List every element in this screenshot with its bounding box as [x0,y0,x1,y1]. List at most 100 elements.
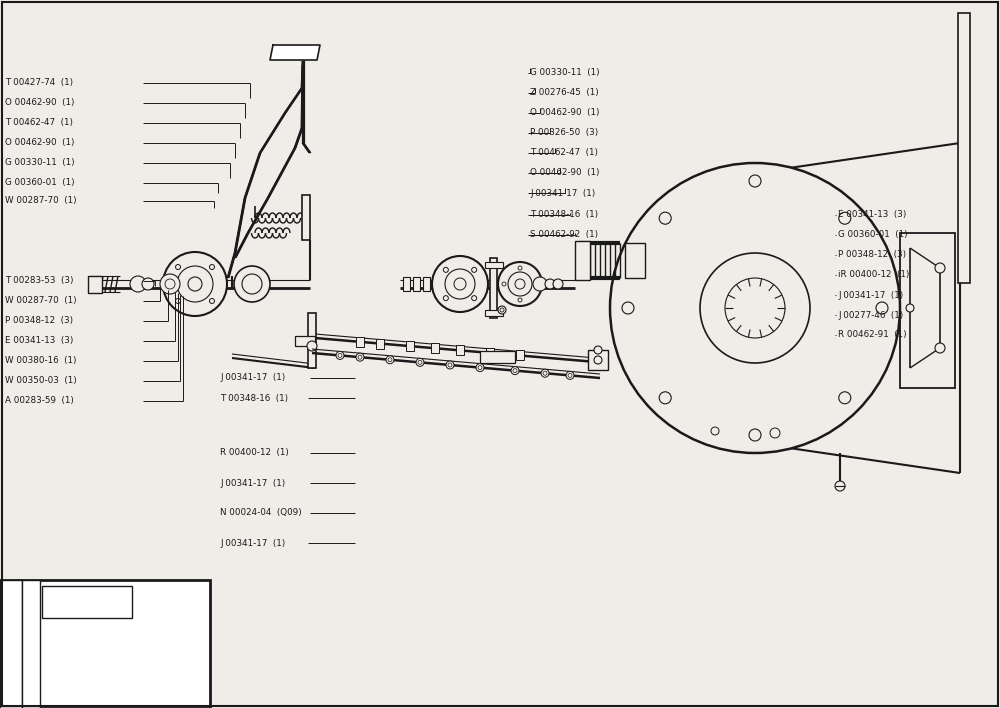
Bar [376,338,384,348]
Text: T 00283-53  (3): T 00283-53 (3) [5,277,74,285]
Bar [431,343,439,353]
Circle shape [659,392,671,404]
Circle shape [476,364,484,372]
Text: CLUTCH CONTROL: CLUTCH CONTROL [44,642,125,651]
Circle shape [445,269,475,299]
Text: KUPPLUNGGESTAENGE: KUPPLUNGGESTAENGE [44,659,143,668]
Circle shape [472,296,477,301]
Text: T 00348-16  (1): T 00348-16 (1) [530,210,598,219]
Circle shape [388,358,392,362]
Circle shape [906,304,914,312]
Circle shape [498,306,506,314]
Circle shape [498,262,542,306]
Text: T 00348-16  (1): T 00348-16 (1) [220,394,288,403]
Text: W 00380-16  (1): W 00380-16 (1) [5,357,76,365]
Text: W 00350-03  (1): W 00350-03 (1) [5,377,77,385]
Text: J 00341-17  (1): J 00341-17 (1) [220,539,285,547]
Text: E 00341-13  (3): E 00341-13 (3) [838,210,906,219]
Bar [485,262,503,268]
Circle shape [176,299,181,304]
Circle shape [142,278,154,290]
Circle shape [513,369,517,372]
Text: J 00277-46  (1): J 00277-46 (1) [838,311,903,319]
Circle shape [160,274,180,294]
Circle shape [242,274,262,294]
Circle shape [543,371,547,375]
Circle shape [358,355,362,359]
Text: MANDO DE EMBRAGUE: MANDO DE EMBRAGUE [44,677,145,685]
Bar [486,348,494,358]
Bar [406,341,414,351]
Circle shape [725,278,785,338]
Circle shape [446,361,454,369]
Circle shape [566,372,574,379]
Bar [485,310,503,316]
Bar [22,580,40,708]
Text: O 00462-90  (1): O 00462-90 (1) [5,139,74,147]
Circle shape [188,277,202,291]
Text: G 00360-01  (1): G 00360-01 (1) [838,231,908,239]
Bar [588,350,608,370]
Circle shape [839,392,851,404]
Circle shape [511,367,519,375]
Text: P 00326-50  (3): P 00326-50 (3) [530,128,598,137]
Bar [42,586,132,618]
Bar [308,313,316,368]
Circle shape [518,266,522,270]
Text: O 00462-90  (1): O 00462-90 (1) [530,108,600,118]
Bar [403,277,410,291]
Text: N 00024-04  (Q09): N 00024-04 (Q09) [220,508,302,518]
Circle shape [568,373,572,377]
Circle shape [700,253,810,363]
Circle shape [432,256,488,312]
Circle shape [443,296,448,301]
Text: 6-71: 6-71 [26,653,36,673]
Bar [423,277,430,291]
Circle shape [515,279,525,289]
Bar [625,243,645,278]
Circle shape [518,298,522,302]
Circle shape [935,343,945,353]
Circle shape [209,265,214,270]
Circle shape [165,279,175,289]
Bar [356,337,364,347]
Text: T 00427-74  (1): T 00427-74 (1) [5,79,73,88]
Bar [0,580,22,708]
Circle shape [386,356,394,364]
Text: S 00462-92  (1): S 00462-92 (1) [530,231,598,239]
Text: iR 00400-12  (1): iR 00400-12 (1) [838,270,909,280]
Circle shape [163,252,227,316]
Text: W 00287-70  (1): W 00287-70 (1) [5,197,77,205]
Circle shape [177,266,213,302]
Text: G 00330-11  (1): G 00330-11 (1) [5,159,75,168]
Text: G 00360-01  (1): G 00360-01 (1) [5,178,75,188]
Text: O 00462-90  (1): O 00462-90 (1) [5,98,74,108]
Text: R 00400-12  (1): R 00400-12 (1) [220,448,289,457]
Circle shape [594,356,602,364]
Circle shape [472,268,477,273]
Bar [302,195,310,240]
Circle shape [770,428,780,438]
Bar [456,346,464,355]
Circle shape [711,427,719,435]
Bar [0,580,210,708]
Bar [88,276,102,293]
Circle shape [130,276,146,292]
Circle shape [209,299,214,304]
Circle shape [876,302,888,314]
Text: P 00348-12  (3): P 00348-12 (3) [5,316,73,326]
Circle shape [610,163,900,453]
Circle shape [749,175,761,187]
Text: T 00462-47  (1): T 00462-47 (1) [5,118,73,127]
Text: COMMANDE EMBRAYAGE: COMMANDE EMBRAYAGE [44,625,164,634]
Bar [295,336,315,346]
Circle shape [749,429,761,441]
Text: J 00341-17  (1): J 00341-17 (1) [838,290,903,299]
Circle shape [835,481,845,491]
Circle shape [553,279,563,289]
Circle shape [935,263,945,273]
Circle shape [176,265,181,270]
Text: C21 B06.0: C21 B06.0 [4,608,18,680]
Circle shape [336,351,344,360]
Polygon shape [270,45,320,60]
